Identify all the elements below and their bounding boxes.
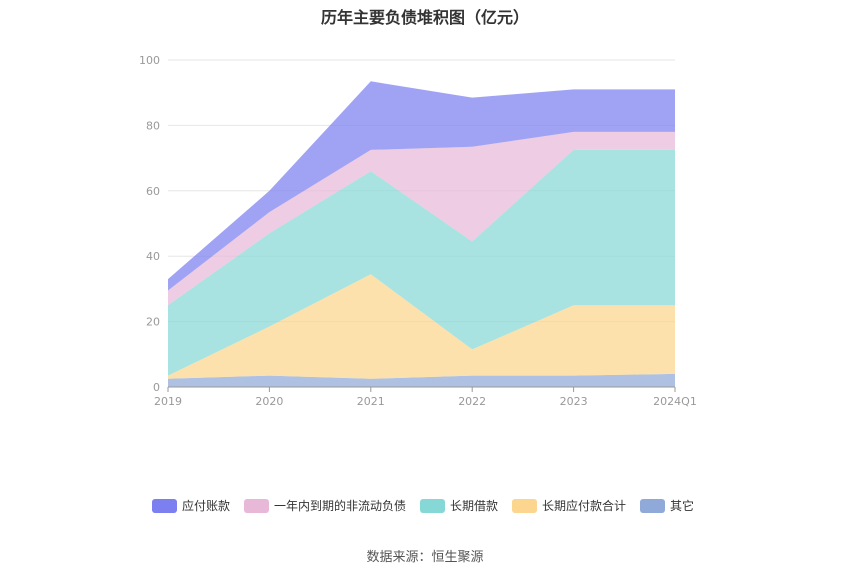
legend: 应付账款 一年内到期的非流动负债 长期借款 长期应付款合计 其它 [0,497,850,514]
area-一年内到期的非流动负债[interactable] [168,131,675,306]
legend-swatch [512,498,537,513]
data-source: 数据来源：恒生聚源 [366,550,484,565]
x-tick-label: 2019 [154,395,182,408]
area-应付账款[interactable] [168,81,675,291]
legend-item[interactable]: 长期借款 [419,497,498,514]
legend-label: 应付账款 [181,499,230,513]
chart-title: 历年主要负债堆积图（亿元） [320,8,529,27]
legend-label: 长期借款 [449,499,498,513]
x-tick-label: 2021 [357,395,385,408]
x-tick-label: 2024Q1 [653,395,697,408]
y-tick-label: 80 [146,119,160,132]
x-tick-label: 2020 [255,395,283,408]
legend-item[interactable]: 其它 [640,497,694,514]
legend-label: 其它 [670,499,695,513]
y-tick-label: 20 [146,316,160,329]
legend-swatch [419,498,445,513]
legend-swatch [243,498,269,513]
legend-swatch [640,498,666,513]
area-其它[interactable] [168,373,675,387]
area-series [168,81,675,387]
legend-label: 长期应付款合计 [542,499,627,513]
legend-label: 一年内到期的非流动负债 [273,499,406,513]
area-长期应付款合计[interactable] [168,274,675,379]
area-长期借款[interactable] [168,149,675,376]
legend-item[interactable]: 应付账款 [151,497,230,514]
y-tick-label: 100 [139,54,160,67]
legend-item[interactable]: 长期应付款合计 [512,497,626,514]
x-tick-label: 2022 [458,395,486,408]
y-tick-label: 0 [153,381,160,394]
legend-item[interactable]: 一年内到期的非流动负债 [243,497,406,514]
x-tick-label: 2023 [560,395,588,408]
axes: 0 20 40 60 80 100 2019 2020 2021 2022 2023 2024Q1 [139,54,697,408]
stacked-area-chart: 0 20 40 60 80 100 2019 2020 2021 2022 2023 2024Q1 [139,54,697,408]
legend-swatch [151,498,177,513]
y-tick-label: 60 [146,185,160,198]
y-tick-label: 40 [146,250,160,263]
